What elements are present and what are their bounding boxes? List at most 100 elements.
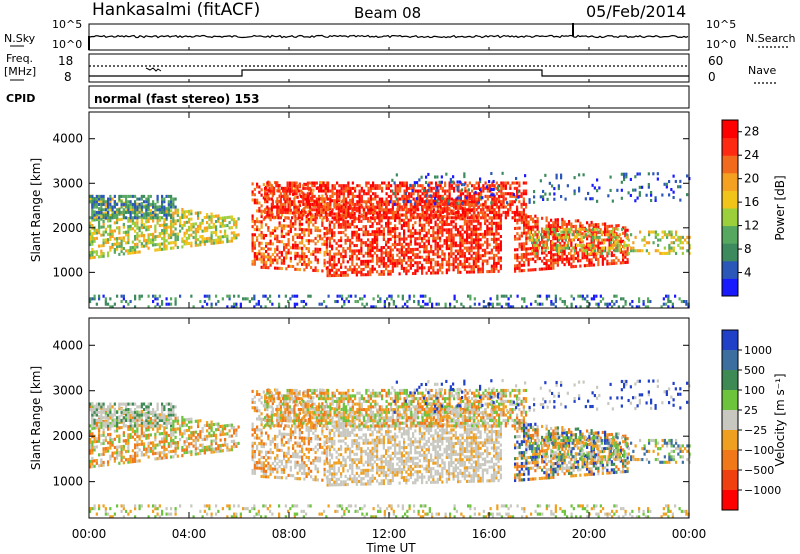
power-cell xyxy=(143,233,146,237)
power-cell xyxy=(165,302,168,306)
power-cell xyxy=(122,216,125,220)
power-cell xyxy=(537,235,540,239)
power-cell xyxy=(253,254,256,258)
power-cell xyxy=(688,246,691,250)
power-cell xyxy=(147,238,150,242)
power-cell xyxy=(624,231,627,235)
power-cell xyxy=(315,200,318,204)
power-cell xyxy=(681,246,684,250)
power-cell xyxy=(525,215,528,219)
power-cell xyxy=(428,299,431,304)
power-cell xyxy=(93,250,96,254)
power-cell xyxy=(382,264,385,268)
power-cell xyxy=(183,242,186,246)
power-cell xyxy=(260,212,263,216)
power-cell xyxy=(279,208,282,212)
power-cell xyxy=(271,261,274,265)
power-cell xyxy=(475,219,478,223)
power-cell xyxy=(321,218,324,222)
power-cell xyxy=(381,216,384,220)
power-cell xyxy=(312,239,315,243)
power-cell xyxy=(448,189,451,193)
power-cell xyxy=(438,180,441,184)
power-cell xyxy=(409,231,412,236)
power-cell xyxy=(331,228,334,232)
power-cell xyxy=(423,202,426,206)
power-cell xyxy=(450,236,453,240)
power-cell xyxy=(256,209,259,213)
power-cell xyxy=(154,213,157,217)
power-cell xyxy=(353,270,356,274)
power-cell xyxy=(563,233,566,237)
power-cell xyxy=(303,262,306,267)
power-cell xyxy=(349,241,352,245)
power-cell xyxy=(219,240,222,244)
power-cell xyxy=(546,233,549,237)
power-cell xyxy=(264,294,267,298)
power-cell xyxy=(565,225,568,229)
power-cell xyxy=(466,222,469,226)
power-cell xyxy=(394,184,397,188)
power-cell xyxy=(277,189,280,193)
power-cell xyxy=(387,253,390,257)
power-cell xyxy=(273,192,276,196)
power-cell xyxy=(347,213,350,217)
power-cell xyxy=(129,194,132,198)
power-cell xyxy=(457,216,460,220)
power-cell xyxy=(493,184,496,188)
power-cell xyxy=(387,232,390,236)
power-cell xyxy=(573,235,576,239)
power-cell xyxy=(266,200,269,204)
power-cell xyxy=(385,261,388,266)
power-cell xyxy=(405,189,408,193)
power-cell xyxy=(555,173,558,177)
freq-left-top: 18 xyxy=(58,54,73,68)
power-cell xyxy=(271,191,274,195)
power-cell xyxy=(688,251,691,255)
power-cell xyxy=(573,249,576,253)
power-cell xyxy=(610,251,613,255)
power-cell xyxy=(104,238,107,242)
power-cell xyxy=(373,230,376,234)
power-cell xyxy=(477,219,480,223)
power-cell xyxy=(468,227,471,231)
power-cell xyxy=(221,221,224,225)
power-cell xyxy=(602,297,605,301)
power-cell xyxy=(104,299,107,304)
power-cell xyxy=(403,205,406,209)
power-cell xyxy=(336,205,339,209)
power-cell xyxy=(516,232,519,236)
power-cell xyxy=(547,250,550,255)
power-cell xyxy=(554,294,557,298)
power-cell xyxy=(585,251,588,255)
power-cell xyxy=(468,202,471,206)
power-cell xyxy=(226,305,229,309)
power-cell xyxy=(364,227,367,231)
power-cell xyxy=(564,227,567,231)
sky-right-top: 10^5 xyxy=(706,18,736,31)
power-cell xyxy=(355,225,358,229)
power-cell xyxy=(321,237,324,241)
power-cell xyxy=(520,258,523,262)
power-cell xyxy=(481,270,484,274)
power-cell xyxy=(300,200,303,204)
power-cell xyxy=(392,302,395,306)
power-cell xyxy=(446,189,449,193)
power-cell xyxy=(441,257,444,261)
power-cell xyxy=(312,223,315,227)
power-cell xyxy=(570,241,573,245)
power-cell xyxy=(280,234,283,238)
power-cell xyxy=(342,230,345,235)
power-cell xyxy=(170,200,173,204)
power-cell xyxy=(318,213,321,217)
power-cell xyxy=(331,209,334,213)
power-cell xyxy=(369,186,372,190)
power-cell xyxy=(556,260,559,265)
power-cell xyxy=(461,227,464,232)
power-cell xyxy=(497,248,500,252)
power-cell xyxy=(504,192,507,196)
power-cell xyxy=(403,184,406,188)
power-cell xyxy=(167,200,170,204)
power-cell xyxy=(364,217,367,221)
power-cell xyxy=(326,236,329,240)
